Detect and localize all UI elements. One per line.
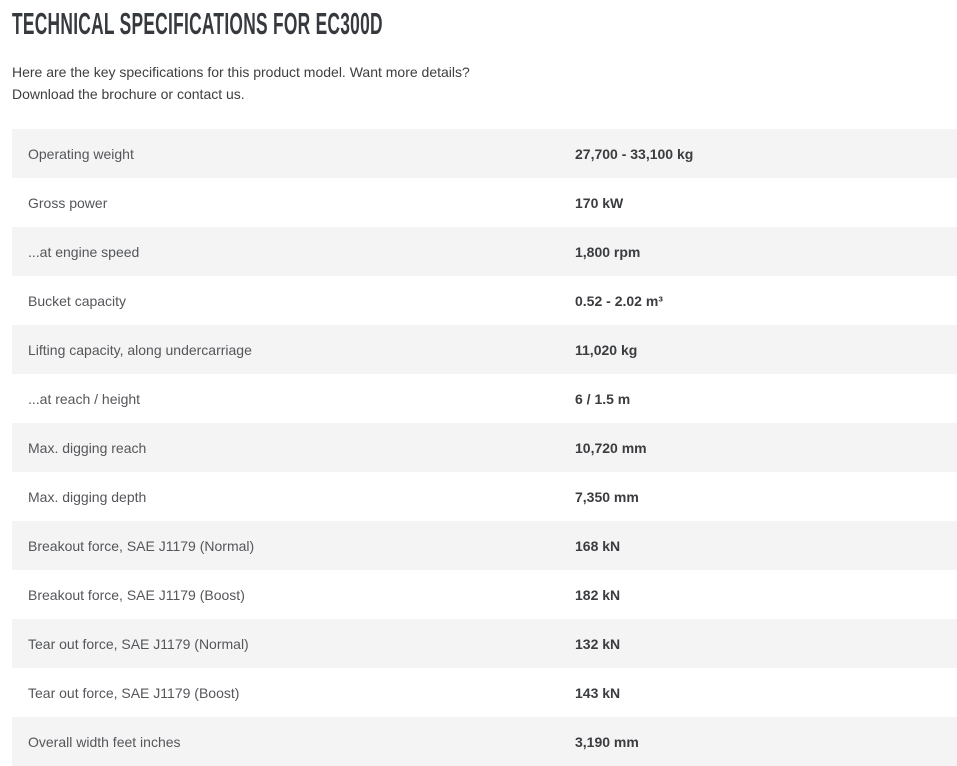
spec-label: Tear out force, SAE J1179 (Normal) [28, 635, 249, 652]
spec-value: 1,800 rpm [575, 243, 641, 260]
page-title: TECHNICAL SPECIFICATIONS FOR EC300D [12, 8, 957, 40]
spec-value: 27,700 - 33,100 kg [575, 145, 694, 162]
spec-label: Lifting capacity, along undercarriage [28, 341, 252, 358]
spec-label: Bucket capacity [28, 292, 127, 309]
spec-row: Tear out force, SAE J1179 (Boost) 143 kN [12, 668, 957, 717]
spec-label: Operating weight [28, 145, 134, 162]
spec-label: ...at engine speed [28, 243, 140, 260]
spec-value: 143 kN [575, 684, 621, 701]
spec-label: Gross power [28, 194, 108, 211]
spec-row: ...at engine speed 1,800 rpm [12, 227, 957, 276]
spec-label: Breakout force, SAE J1179 (Normal) [28, 537, 255, 554]
spec-row: Tear out force, SAE J1179 (Normal) 132 k… [12, 619, 957, 668]
spec-value: 182 kN [575, 586, 621, 603]
spec-value: 11,020 kg [575, 341, 638, 358]
page-title-text: TECHNICAL SPECIFICATIONS FOR EC300D [12, 6, 383, 41]
spec-label: Tear out force, SAE J1179 (Boost) [28, 684, 240, 701]
spec-value: 0.52 - 2.02 m³ [575, 292, 663, 309]
spec-value: 170 kW [575, 194, 624, 211]
spec-row: Overall width feet inches 3,190 mm [12, 717, 957, 766]
spec-row: Operating weight 27,700 - 33,100 kg [12, 129, 957, 178]
spec-row: Breakout force, SAE J1179 (Boost) 182 kN [12, 570, 957, 619]
spec-row: Breakout force, SAE J1179 (Normal) 168 k… [12, 521, 957, 570]
spec-row: Max. digging reach 10,720 mm [12, 423, 957, 472]
spec-value: 168 kN [575, 537, 621, 554]
spec-value: 132 kN [575, 635, 621, 652]
spec-label: ...at reach / height [28, 390, 141, 407]
spec-label: Overall width feet inches [28, 733, 181, 750]
spec-label: Max. digging depth [28, 488, 147, 505]
spec-row: Lifting capacity, along undercarriage 11… [12, 325, 957, 374]
spec-value: 10,720 mm [575, 439, 647, 456]
spec-label: Max. digging reach [28, 439, 147, 456]
spec-table-body: Operating weight 27,700 - 33,100 kg Gros… [12, 129, 957, 766]
spec-value: 7,350 mm [575, 488, 639, 505]
spec-row: Gross power 170 kW [12, 178, 957, 227]
spec-value: 3,190 mm [575, 733, 639, 750]
spec-row: Bucket capacity 0.52 - 2.02 m³ [12, 276, 957, 325]
spec-row: ...at reach / height 6 / 1.5 m [12, 374, 957, 423]
spec-value: 6 / 1.5 m [575, 390, 631, 407]
spec-table: Operating weight 27,700 - 33,100 kg Gros… [12, 129, 957, 766]
intro-text: Here are the key specifications for this… [12, 62, 957, 105]
intro-line-1: Here are the key specifications for this… [12, 64, 470, 80]
intro-line-2: Download the brochure or contact us. [12, 85, 245, 102]
spec-label: Breakout force, SAE J1179 (Boost) [28, 586, 245, 603]
spec-row: Max. digging depth 7,350 mm [12, 472, 957, 521]
